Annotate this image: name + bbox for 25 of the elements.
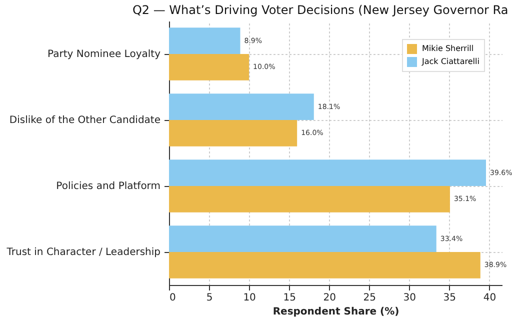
bar bbox=[169, 186, 450, 212]
x-tick-label: 35 bbox=[443, 292, 456, 304]
bar bbox=[169, 120, 298, 146]
y-tick-label: Policies and Platform bbox=[56, 181, 160, 192]
bar bbox=[169, 252, 480, 278]
x-tick-label: 15 bbox=[283, 292, 296, 304]
legend-label: Jack Ciattarelli bbox=[421, 57, 480, 66]
x-axis-title: Respondent Share (%) bbox=[272, 306, 400, 318]
bar bbox=[169, 226, 436, 252]
x-tick-label: 20 bbox=[323, 292, 336, 304]
legend-label: Mikie Sherrill bbox=[422, 44, 474, 53]
y-tick-label: Trust in Character / Leadership bbox=[6, 247, 160, 258]
x-tick-label: 0 bbox=[170, 292, 176, 304]
chart-title: Q2 — What’s Driving Voter Decisions (New Jersey Governor Ra bbox=[132, 3, 508, 17]
bar bbox=[169, 160, 486, 186]
x-tick-label: 10 bbox=[243, 292, 256, 304]
y-tick-label: Dislike of the Other Candidate bbox=[9, 115, 160, 126]
x-tick-label: 40 bbox=[483, 292, 496, 304]
x-tick-label: 30 bbox=[403, 292, 416, 304]
x-tick-label: 5 bbox=[206, 292, 213, 304]
bar bbox=[169, 28, 240, 54]
y-tick-label: Party Nominee Loyalty bbox=[48, 49, 161, 60]
bar bbox=[169, 54, 250, 80]
bar bbox=[169, 94, 314, 120]
x-tick-label: 25 bbox=[363, 292, 376, 304]
